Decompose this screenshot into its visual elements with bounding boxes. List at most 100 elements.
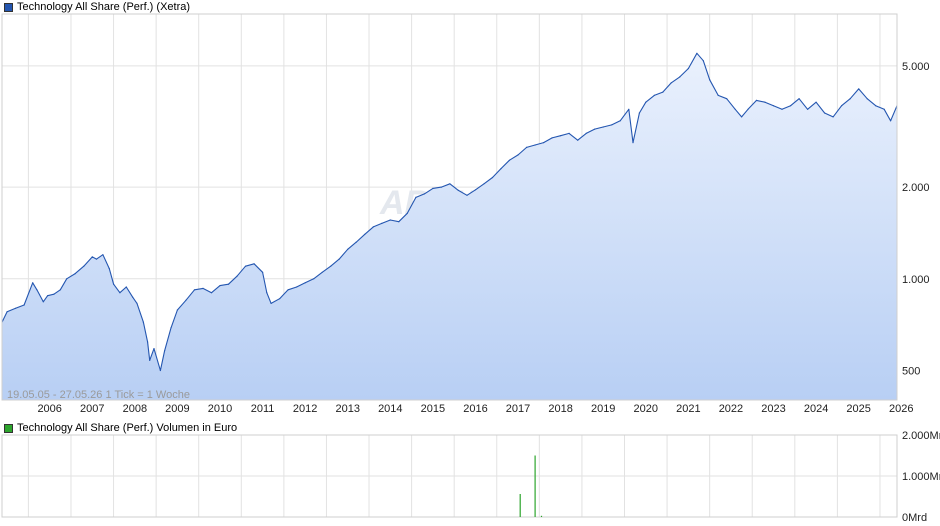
price-point [23, 304, 25, 306]
price-point [372, 226, 374, 228]
price-point [406, 212, 408, 214]
price-point [142, 321, 144, 323]
price-point [824, 112, 826, 114]
price-point [764, 101, 766, 103]
price-plot-frame [1, 13, 898, 401]
x-tick-label: 2024 [804, 403, 828, 415]
x-tick-label: 2017 [506, 403, 530, 415]
price-point [866, 98, 868, 100]
y-tick-label: 500 [902, 365, 920, 377]
x-tick-label: 2023 [761, 403, 785, 415]
price-point [66, 278, 68, 280]
price-series-swatch [4, 2, 13, 12]
price-point [313, 278, 315, 280]
price-point [355, 241, 357, 243]
price-point [594, 128, 596, 130]
price-point [83, 265, 85, 267]
x-tick-label: 2009 [165, 403, 189, 415]
price-point [875, 105, 877, 107]
price-point [47, 295, 49, 297]
x-tick-label: 2025 [846, 403, 870, 415]
price-point [164, 350, 166, 352]
x-tick-label: 2015 [421, 403, 445, 415]
price-point [36, 289, 38, 291]
price-point [102, 254, 104, 256]
volume-plot-frame [1, 434, 898, 518]
price-point [628, 108, 630, 110]
price-point [726, 98, 728, 100]
volume-y-tick-label: 0Mrd [902, 512, 927, 524]
price-point [91, 256, 93, 258]
price-point [526, 146, 528, 148]
price-point [747, 108, 749, 110]
price-point [890, 120, 892, 122]
price-point [858, 88, 860, 90]
price-point [568, 132, 570, 134]
x-tick-label: 2019 [591, 403, 615, 415]
price-point [755, 99, 758, 101]
price-point [149, 359, 151, 361]
volume-chart-title: Technology All Share (Perf.) Volumen in … [17, 422, 238, 434]
price-point [449, 183, 451, 185]
x-tick-label: 2010 [208, 403, 232, 415]
x-tick-label: 2012 [293, 403, 317, 415]
price-point [585, 132, 587, 134]
price-point [619, 120, 621, 122]
price-point [534, 144, 536, 146]
x-tick-label: 2016 [463, 403, 487, 415]
price-point [244, 265, 247, 267]
price-point [113, 283, 115, 285]
price-point [702, 60, 704, 62]
price-point [170, 327, 172, 329]
price-point [108, 268, 110, 270]
price-chart-title: Technology All Share (Perf.) (Xetra) [17, 1, 191, 13]
price-point [709, 79, 711, 81]
price-point [832, 116, 834, 118]
x-tick-label: 2018 [548, 403, 572, 415]
price-point [662, 91, 664, 93]
price-point [59, 289, 61, 291]
price-point [466, 194, 468, 196]
price-point [330, 265, 332, 267]
price-point [653, 94, 655, 96]
price-point [176, 309, 178, 311]
volume-y-tick-label: 2.000Mrd [902, 430, 940, 442]
x-tick-label: 2020 [634, 403, 658, 415]
x-tick-label: 2022 [719, 403, 743, 415]
price-point [611, 124, 613, 126]
price-point [219, 285, 221, 287]
price-point [423, 193, 425, 195]
price-point [474, 189, 477, 191]
price-point [807, 108, 809, 110]
price-line [2, 52, 897, 372]
x-tick-label: 2006 [37, 403, 61, 415]
price-point [551, 137, 553, 139]
price-point [262, 271, 264, 273]
volume-y-axis: 0Mrd 1.000Mrd 2.000Mrd [902, 430, 940, 524]
price-point [790, 105, 792, 107]
price-point [781, 108, 783, 110]
price-point [364, 233, 366, 235]
price-point [638, 112, 641, 114]
price-series [2, 52, 897, 400]
price-point [202, 287, 204, 289]
price-point [798, 98, 800, 100]
price-point [270, 302, 272, 304]
price-point [457, 189, 459, 191]
x-tick-label: 2011 [251, 403, 275, 415]
x-tick-label: 2021 [676, 403, 700, 415]
price-point [815, 101, 817, 103]
price-point [508, 159, 511, 161]
price-point [32, 282, 34, 284]
price-point [734, 108, 736, 110]
price-point [440, 186, 442, 188]
volume-bar [519, 494, 521, 517]
price-point [119, 292, 121, 294]
price-point [347, 248, 349, 250]
price-point [632, 142, 634, 144]
price-point [74, 273, 76, 275]
price-point [772, 105, 775, 107]
price-point [227, 283, 230, 285]
price-point [147, 341, 149, 343]
